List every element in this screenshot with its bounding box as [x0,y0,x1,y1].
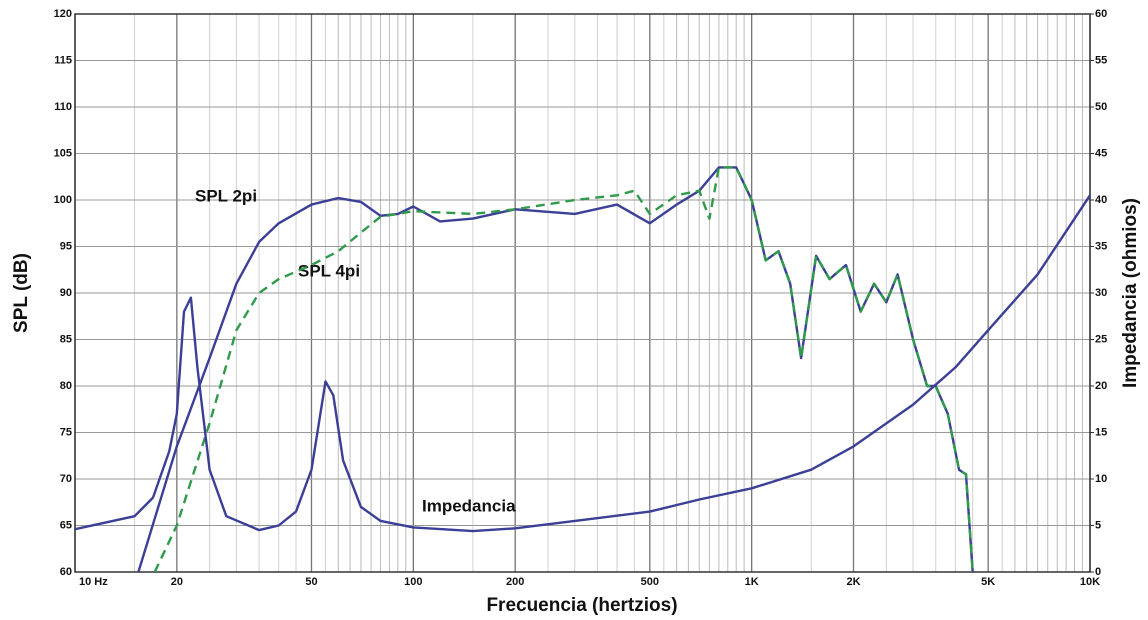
y-tick-label: 80 [60,380,72,392]
y-tick-label: 95 [60,240,72,252]
y-tick-label: 100 [54,194,72,206]
y-tick-label: 85 [60,333,72,345]
y2-tick-label: 0 [1095,566,1101,578]
x-tick-label: 10 Hz [79,576,108,588]
y-tick-label: 120 [54,8,72,20]
y2-tick-label: 40 [1095,194,1107,206]
y2-tick-label: 30 [1095,287,1107,299]
x-tick-label: 1K [745,576,759,588]
y2-tick-label: 60 [1095,8,1107,20]
y-tick-label: 105 [54,147,72,159]
x-tick-label: 100 [404,576,422,588]
y-tick-label: 75 [60,426,72,438]
y-tick-label: 60 [60,566,72,578]
annotation: Impedancia [422,496,516,515]
y-tick-label: 70 [60,473,72,485]
y-tick-label: 110 [54,101,72,113]
y2-tick-label: 45 [1095,147,1107,159]
grid [74,13,1091,573]
x-axis-title: Frecuencia (hertzios) [486,595,677,616]
line-series [74,194,1092,533]
x-tick-label: 10K [1080,576,1100,588]
x-tick-label: 200 [506,576,524,588]
y2-tick-label: 35 [1095,240,1107,252]
y2-tick-label: 10 [1095,473,1107,485]
line-series [153,166,974,573]
y-tick-label: 65 [60,519,72,531]
annotation: SPL 4pi [298,261,360,280]
x-tick-label: 500 [641,576,659,588]
x-tick-label: 5K [981,576,995,588]
x-tick-label: 2K [846,576,860,588]
y-tick-label: 115 [54,54,72,66]
line-series [137,166,974,573]
y2-tick-label: 25 [1095,333,1107,345]
y2-axis-title: Impedancia (ohmios) [1120,198,1141,388]
y2-tick-label: 20 [1095,380,1107,392]
x-tick-label: 20 [171,576,183,588]
y2-tick-label: 50 [1095,101,1107,113]
y2-tick-label: 55 [1095,54,1107,66]
annotation: SPL 2pi [195,186,257,205]
y2-tick-label: 15 [1095,426,1107,438]
x-tick-label: 50 [305,576,317,588]
y-tick-label: 90 [60,287,72,299]
y-axis-title: SPL (dB) [11,253,32,333]
y2-tick-label: 5 [1095,519,1101,531]
